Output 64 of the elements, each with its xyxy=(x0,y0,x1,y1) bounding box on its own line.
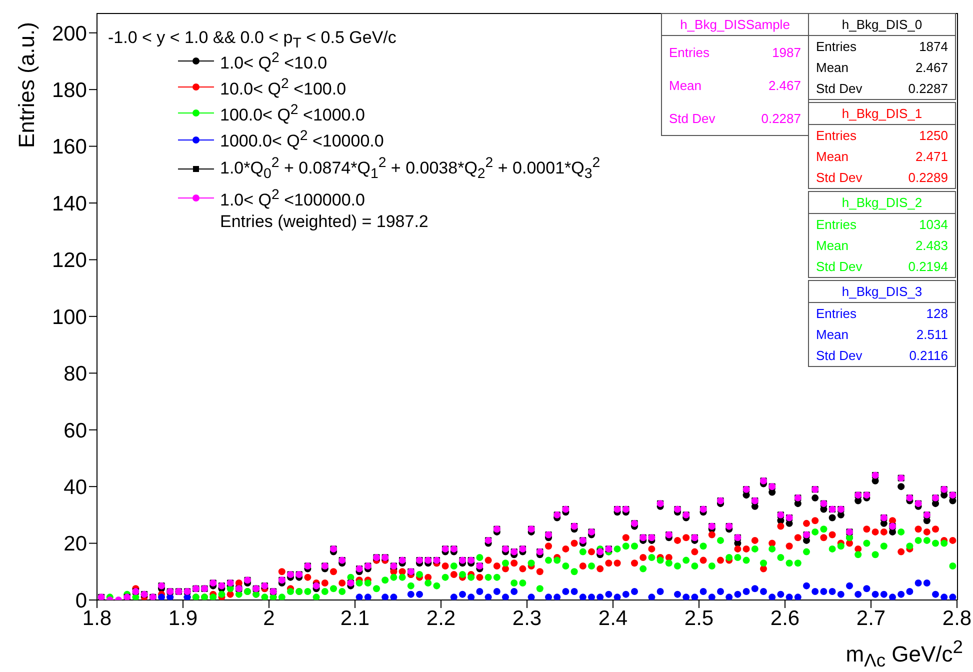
legend-label: 100.0< Q$^{2}$ <1000.0 xyxy=(220,101,365,126)
y-tick-label: 140 xyxy=(52,192,87,216)
annotation: h_Bkg_DIS_1 xyxy=(809,103,955,125)
annotation: h_Bkg_DIS_3 xyxy=(809,281,955,303)
annotation: 2.467 xyxy=(915,60,948,75)
annotation: Std Dev xyxy=(816,348,862,363)
annotation: Entries (weighted) = 1987.2 xyxy=(220,212,428,232)
annotation: 1034 xyxy=(919,217,948,232)
x-tick-label: 2.7 xyxy=(856,606,886,630)
annotation: 1987 xyxy=(772,45,801,60)
y-tick-label: 20 xyxy=(64,532,87,556)
x-axis-title: m$_{Λc}$ GeV/c$^{2}$ xyxy=(846,636,963,672)
annotation: 0.2116 xyxy=(909,348,948,363)
y-tick-label: 120 xyxy=(52,249,87,272)
annotation: 1874 xyxy=(919,39,948,54)
y-tick-label: 80 xyxy=(64,362,87,386)
annotation: 0.2289 xyxy=(908,170,948,185)
x-tick-label: 2.3 xyxy=(512,606,542,630)
x-tick-label: 2.6 xyxy=(770,606,800,630)
annotation: Entries xyxy=(816,39,856,54)
x-tick-label: 2.4 xyxy=(598,606,628,630)
x-tick-label: 2 xyxy=(263,606,275,630)
annotation: h_Bkg_DISSample xyxy=(662,14,808,36)
annotation: Mean xyxy=(669,78,702,93)
annotation: 1250 xyxy=(919,128,948,143)
x-tick-label: 2.8 xyxy=(942,606,972,630)
y-tick-label: 60 xyxy=(64,419,87,442)
legend-label: 1.0< Q$^{2}$ <10.0 xyxy=(220,50,328,73)
annotation: Std Dev xyxy=(816,170,862,185)
annotation: 128 xyxy=(926,306,948,321)
y-tick-label: 200 xyxy=(52,22,87,46)
annotation: 2.511 xyxy=(916,327,948,342)
annotation: Entries xyxy=(816,306,856,321)
annotation: 0.2287 xyxy=(761,111,801,126)
y-tick-label: 160 xyxy=(52,136,87,159)
annotation: Std Dev xyxy=(816,259,862,274)
annotation: Std Dev xyxy=(816,81,862,96)
annotation: Entries xyxy=(816,217,856,232)
annotation: Mean xyxy=(816,149,849,164)
y-tick-label: 40 xyxy=(64,476,87,500)
annotation: Entries xyxy=(816,128,856,143)
y-axis-title: Entries (a.u.) xyxy=(14,21,40,150)
legend-label: 10.0< Q$^{2}$ <100.0 xyxy=(220,75,346,100)
x-tick-label: 2.2 xyxy=(426,606,456,630)
annotation: 2.467 xyxy=(768,78,801,93)
annotation: 0.2194 xyxy=(908,259,948,274)
annotation: 2.483 xyxy=(915,238,948,253)
y-tick-label: 100 xyxy=(52,306,87,329)
legend-label: 1000.0< Q$^{2}$ <10000.0 xyxy=(220,127,384,153)
annotation: h_Bkg_DIS_0 xyxy=(809,14,955,36)
annotation: h_Bkg_DIS_2 xyxy=(809,192,955,214)
annotation: Mean xyxy=(816,327,849,342)
y-tick-label: 180 xyxy=(52,79,87,102)
annotation: Std Dev xyxy=(669,111,716,126)
x-tick-label: 2.1 xyxy=(340,606,370,630)
annotation: Entries xyxy=(669,45,710,60)
legend-label: 1.0< Q$^{2}$ <100000.0 xyxy=(220,186,365,212)
annotation: 2.471 xyxy=(915,149,948,164)
annotation: Mean xyxy=(816,238,849,253)
x-tick-label: 2.5 xyxy=(684,606,714,630)
annotation: Mean xyxy=(816,60,849,75)
annotation: 0.2287 xyxy=(908,81,948,96)
annotation: -1.0 < y < 1.0 && 0.0 < p$_{T}$ < 0.5 GeV/c xyxy=(108,28,396,52)
x-tick-label: 1.9 xyxy=(168,606,198,630)
